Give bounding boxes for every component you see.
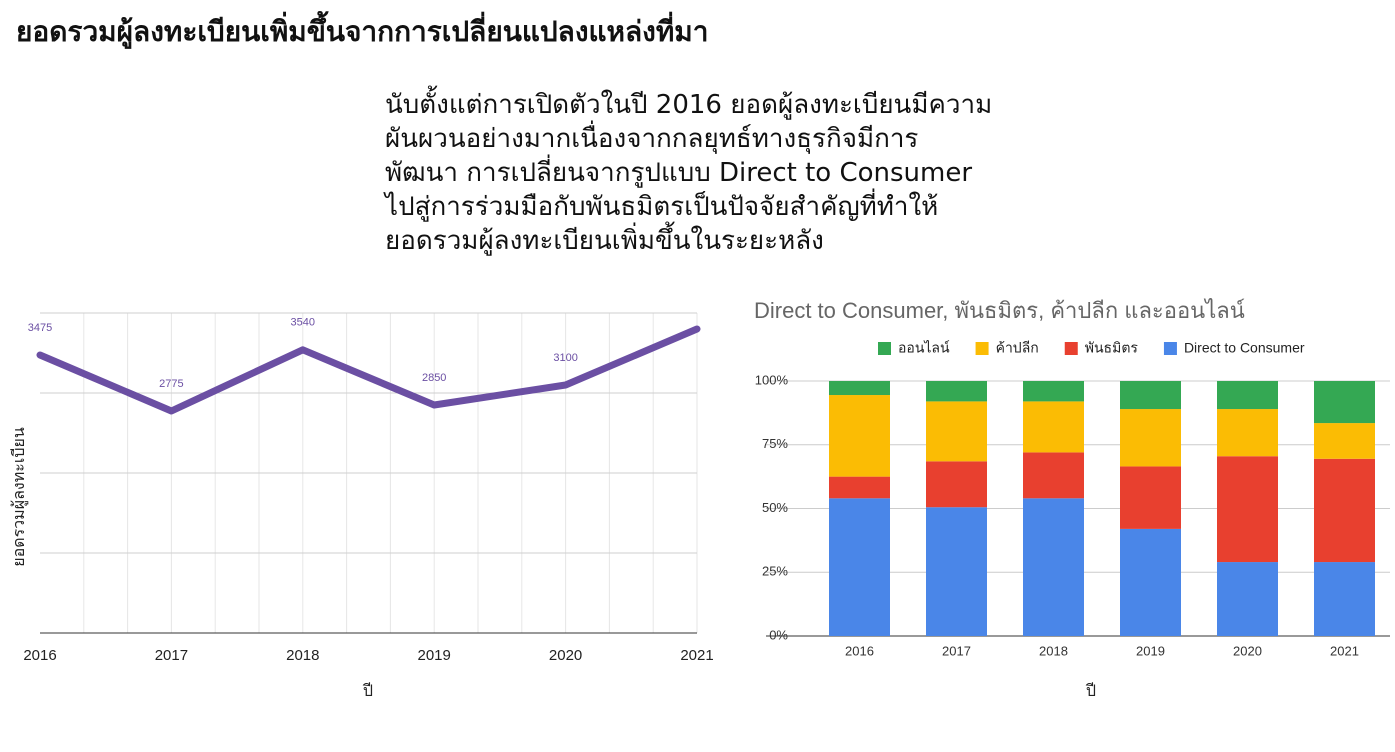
bar-segment	[1217, 456, 1278, 563]
x-tick-label: 2021	[680, 647, 713, 664]
bar-segment	[926, 381, 987, 402]
x-tick-label: 2017	[942, 643, 971, 658]
data-label: 3540	[291, 317, 315, 329]
y-tick-label: 100%	[755, 372, 789, 387]
bar-segment	[1314, 562, 1375, 636]
legend-label: ออนไลน์	[898, 340, 950, 356]
data-label: 2775	[159, 378, 183, 390]
x-tick-label: 2019	[418, 647, 451, 664]
legend-swatch	[1064, 342, 1078, 355]
bar-segment	[1120, 528, 1181, 636]
legend-swatch	[1163, 342, 1177, 355]
bar-segment	[829, 498, 890, 636]
bar-segment	[926, 461, 987, 508]
bar-segment	[1217, 381, 1278, 410]
legend-swatch	[878, 342, 891, 355]
data-label: 2850	[422, 372, 446, 384]
legend-label: ค้าปลีก	[996, 340, 1039, 356]
bar-segment	[1120, 381, 1181, 410]
description-line: ยอดรวมผู้ลงทะเบียนเพิ่มขึ้นในระยะหลัง	[385, 226, 824, 256]
x-tick-label: 2019	[1136, 643, 1165, 658]
y-axis-label: ยอดรวมผู้ลงทะเบียน	[10, 427, 29, 567]
bar-segment	[1217, 562, 1278, 636]
bar-segment	[1120, 409, 1181, 467]
bar-segment	[829, 381, 890, 396]
x-tick-label: 2018	[1039, 643, 1068, 658]
bar-segment	[829, 395, 890, 477]
bar-segment	[1023, 498, 1084, 636]
x-tick-label: 2016	[845, 643, 874, 658]
data-line	[36, 325, 701, 415]
chart-title: Direct to Consumer, พันธมิตร, ค้าปลีก แล…	[754, 298, 1245, 323]
bar-segment	[926, 401, 987, 462]
x-tick-label: 2021	[1330, 643, 1359, 658]
bar-segment	[1023, 381, 1084, 402]
x-axis-label: ปี	[1086, 682, 1097, 700]
y-tick-label: 0%	[769, 627, 788, 642]
data-label: 3100	[553, 352, 577, 364]
description: นับตั้งแต่การเปิดตัวในปี 2016 ยอดผู้ลงทะ…	[385, 88, 992, 258]
x-axis-label: ปี	[363, 682, 374, 700]
bar-segment	[926, 507, 987, 636]
bar-segment	[1120, 466, 1181, 529]
x-tick-label: 2017	[155, 647, 188, 664]
y-tick-label: 50%	[762, 500, 788, 515]
legend-swatch	[975, 342, 989, 355]
bar-segment	[829, 476, 890, 499]
bar-segment	[1314, 381, 1375, 424]
description-line: ผันผวนอย่างมากเนื่องจากกลยุทธ์ทางธุรกิจม…	[385, 124, 919, 154]
x-tick-label: 2020	[549, 647, 582, 664]
page-title: ยอดรวมผู้ลงทะเบียนเพิ่มขึ้นจากการเปลี่ยน…	[16, 15, 709, 48]
x-tick-label: 2016	[23, 647, 56, 664]
description-line: นับตั้งแต่การเปิดตัวในปี 2016 ยอดผู้ลงทะ…	[385, 90, 993, 120]
bar-segment	[1023, 452, 1084, 499]
bar-segment	[1217, 409, 1278, 457]
legend-label: พันธมิตร	[1085, 340, 1139, 356]
bar-segment	[1314, 423, 1375, 459]
x-tick-label: 2020	[1233, 643, 1262, 658]
y-tick-label: 75%	[762, 436, 788, 451]
y-tick-label: 25%	[762, 564, 788, 579]
bar-segment	[1314, 458, 1375, 563]
legend-label: Direct to Consumer	[1184, 340, 1305, 356]
description-line: พัฒนา การเปลี่ยนจากรูปแบบ Direct to Cons…	[385, 158, 973, 188]
description-line: ไปสู่การร่วมมือกับพันธมิตรเป็นปัจจัยสำคั…	[385, 192, 939, 222]
x-tick-label: 2018	[286, 647, 319, 664]
data-label: 3475	[28, 322, 52, 334]
bar-segment	[1023, 401, 1084, 453]
